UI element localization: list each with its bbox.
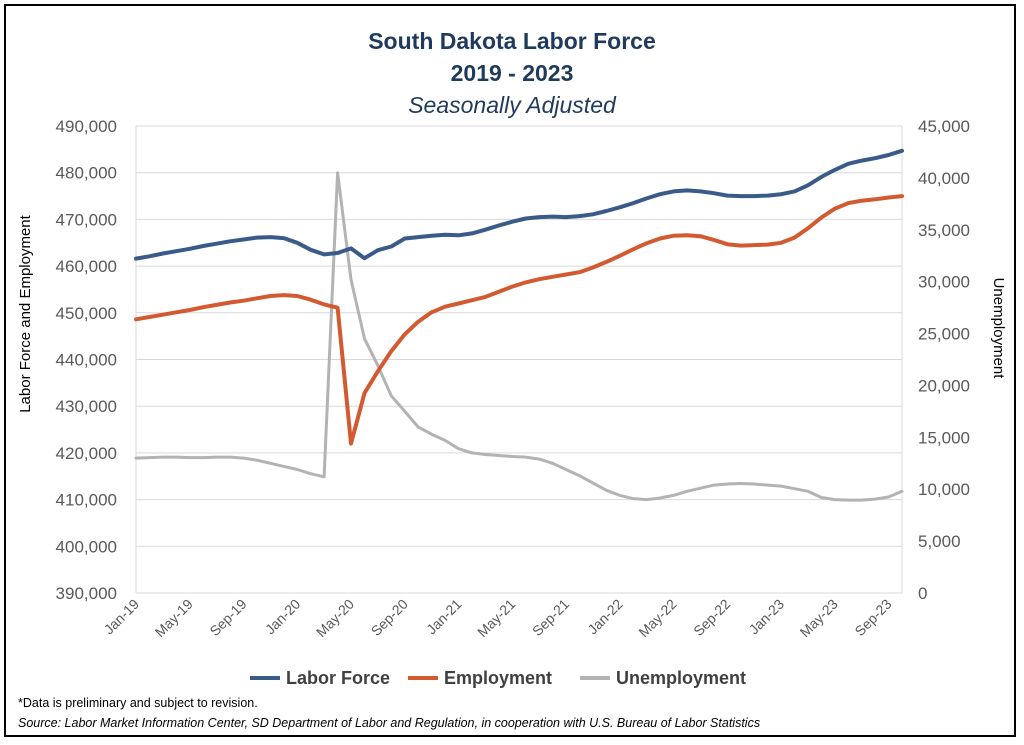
legend-label: Unemployment (616, 668, 746, 688)
chart-title: South Dakota Labor Force (368, 28, 656, 54)
x-tick-label: Sep-19 (206, 596, 249, 639)
right-tick-label: 35,000 (918, 221, 970, 240)
chart-subtitle-years: 2019 - 2023 (450, 60, 574, 86)
series-line-labor-force (134, 148, 904, 261)
x-tick-label: Jan-21 (423, 596, 465, 638)
data-source: Source: Labor Market Information Center,… (18, 716, 761, 730)
gridlines (135, 125, 903, 594)
left-tick-label: 400,000 (56, 537, 117, 556)
x-tick-label: May-23 (797, 596, 841, 640)
x-tick-label: May-21 (474, 596, 518, 640)
legend: Labor Force Employment Unemployment (250, 668, 746, 688)
left-tick-label: 480,000 (56, 164, 117, 183)
x-tick-label: Sep-22 (690, 596, 733, 639)
left-tick-label: 450,000 (56, 304, 117, 323)
right-tick-label: 15,000 (918, 428, 970, 447)
right-tick-label: 30,000 (918, 273, 970, 292)
x-axis-ticks: Jan-19 May-19 Sep-19 Jan-20 May-20 Sep-20 Jan-… (101, 596, 895, 640)
left-tick-label: 460,000 (56, 257, 117, 276)
left-tick-label: 390,000 (56, 584, 117, 603)
right-tick-label: 0 (918, 584, 927, 603)
left-tick-label: 440,000 (56, 351, 117, 370)
right-tick-label: 25,000 (918, 325, 970, 344)
x-tick-label: Sep-21 (529, 596, 572, 639)
chart-subtitle-adjustment: Seasonally Adjusted (408, 92, 616, 118)
x-tick-label: May-19 (152, 596, 196, 640)
right-tick-label: 45,000 (918, 117, 970, 136)
left-tick-label: 430,000 (56, 397, 117, 416)
x-tick-label: May-22 (635, 596, 679, 640)
left-axis-title: Labor Force and Employment (17, 214, 34, 412)
x-tick-label: May-20 (313, 596, 357, 640)
left-axis-ticks: 390,000 400,000 410,000 420,000 430,000 440,0… (56, 117, 117, 603)
series-lines (134, 148, 904, 502)
right-tick-label: 20,000 (918, 376, 970, 395)
left-tick-label: 490,000 (56, 117, 117, 136)
data-note: *Data is preliminary and subject to revi… (18, 696, 258, 710)
right-tick-label: 10,000 (918, 480, 970, 499)
x-tick-label: Jan-23 (746, 596, 788, 638)
right-axis-title: Unemployment (990, 278, 1007, 380)
legend-label: Labor Force (286, 668, 390, 688)
x-tick-label: Jan-20 (262, 596, 304, 638)
legend-label: Employment (444, 668, 552, 688)
right-tick-label: 5,000 (918, 532, 961, 551)
series-line-unemployment (134, 171, 904, 502)
series-line-employment (134, 194, 904, 446)
left-tick-label: 420,000 (56, 444, 117, 463)
left-tick-label: 410,000 (56, 491, 117, 510)
x-tick-label: Jan-22 (584, 596, 626, 638)
x-tick-label: Sep-23 (851, 596, 894, 639)
right-tick-label: 40,000 (918, 169, 970, 188)
left-tick-label: 470,000 (56, 210, 117, 229)
right-axis-ticks: 0 5,000 10,000 15,000 20,000 25,000 30,000 35,0… (918, 117, 970, 603)
x-tick-label: Sep-20 (368, 596, 411, 639)
